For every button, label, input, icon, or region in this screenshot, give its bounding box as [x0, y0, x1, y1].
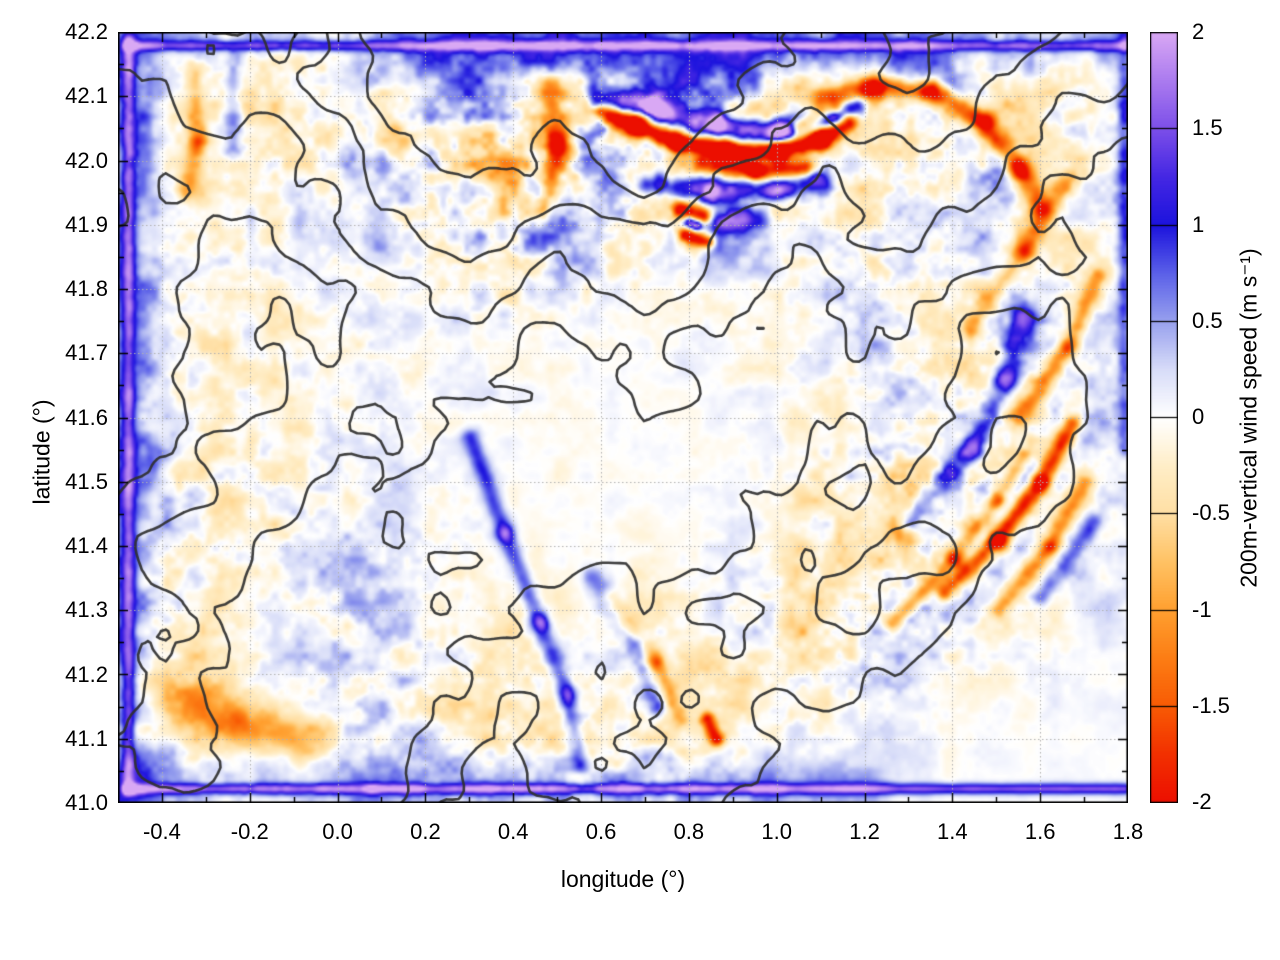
y-tick-label: 41.6 — [65, 404, 108, 430]
x-tick-label: 1.2 — [849, 819, 880, 844]
y-tick-label: 41.7 — [65, 340, 108, 366]
x-axis-title: longitude (°) — [560, 866, 686, 892]
colorbar — [1150, 32, 1178, 803]
colorbar-tick-label: 0 — [1192, 404, 1205, 429]
colorbar-title: 200m-vertical wind speed (m s⁻¹) — [1235, 248, 1262, 588]
colorbar-tick-label: 2 — [1192, 19, 1205, 44]
colorbar-tick-label: -1 — [1192, 596, 1212, 622]
y-tick-label: 41.5 — [65, 468, 108, 494]
y-tick-label: 41.8 — [65, 276, 108, 301]
y-tick-label: 41.2 — [65, 661, 108, 687]
y-tick-label: 41.1 — [65, 725, 108, 751]
y-tick-label: 42.0 — [65, 147, 108, 173]
heatmap-canvas — [118, 32, 1128, 803]
y-tick-label: 41.3 — [65, 597, 108, 623]
colorbar-tick-label: -1.5 — [1192, 692, 1230, 718]
x-tick-label: 0.2 — [410, 819, 441, 844]
x-tick-label: 0.8 — [673, 819, 705, 844]
y-tick-label: 41.9 — [65, 211, 108, 237]
y-tick-label: 41.4 — [65, 533, 108, 558]
colorbar-tick-label: 0.5 — [1192, 307, 1223, 333]
x-tick-label: 1.6 — [1024, 819, 1056, 844]
colorbar-tick-label: 1.5 — [1192, 115, 1223, 141]
y-tick-label: 42.1 — [65, 83, 108, 109]
x-tick-label: 1.0 — [761, 819, 792, 844]
x-tick-label: 1.4 — [937, 819, 968, 844]
x-tick-label: 1.8 — [1112, 819, 1144, 844]
colorbar-tick-label: -2 — [1192, 789, 1212, 814]
x-tick-label: 0.0 — [322, 819, 353, 844]
y-tick-label: 42.2 — [65, 19, 108, 44]
colorbar-tick-label: 1 — [1192, 211, 1205, 237]
x-tick-label: 0.6 — [585, 819, 617, 844]
x-tick-label: -0.2 — [230, 819, 269, 844]
x-tick-label: 0.4 — [497, 819, 529, 844]
colorbar-tick-label: -0.5 — [1192, 500, 1230, 526]
x-tick-label: -0.4 — [142, 819, 181, 844]
y-tick-label: 41.0 — [65, 790, 108, 815]
